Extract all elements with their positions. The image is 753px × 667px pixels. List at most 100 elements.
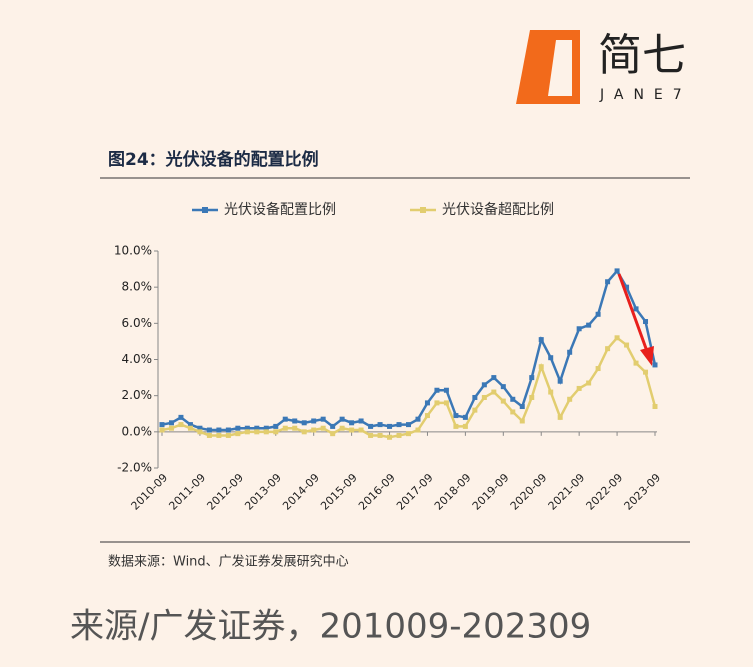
point	[282, 425, 288, 431]
x-tick-label: 2019-09	[470, 471, 512, 513]
point	[576, 326, 582, 332]
point	[529, 375, 535, 381]
y-tick-label: 4.0%	[122, 352, 153, 366]
point	[557, 378, 563, 384]
x-tick-label: 2011-09	[166, 471, 208, 513]
legend-label: 光伏设备配置比例	[224, 201, 336, 218]
caption: 来源/广发证券，201009-202309	[70, 607, 591, 647]
x-tick-label: 2023-09	[622, 471, 664, 513]
point	[339, 416, 345, 422]
source: 数据来源：Wind、广发证券发展研究中心	[108, 554, 349, 570]
point	[406, 431, 411, 437]
point	[538, 364, 544, 370]
point	[216, 427, 222, 433]
x-tick-label: 2013-09	[242, 471, 284, 513]
point	[244, 429, 250, 435]
point	[273, 429, 279, 435]
point	[197, 429, 203, 435]
point	[377, 422, 383, 428]
point	[206, 427, 212, 433]
point	[510, 409, 516, 415]
x-tick-label: 2018-09	[432, 471, 474, 513]
point	[368, 423, 374, 429]
point	[415, 427, 421, 433]
y-tick-label: -2.0%	[117, 461, 152, 475]
x-tick-label: 2010-09	[129, 471, 171, 513]
point	[358, 427, 364, 433]
point	[443, 387, 449, 393]
point	[292, 425, 298, 431]
point	[320, 416, 326, 422]
point	[586, 322, 592, 328]
point	[643, 319, 649, 325]
point	[548, 355, 554, 361]
point	[491, 389, 497, 395]
legend-label: 光伏设备超配比例	[442, 201, 554, 218]
point	[349, 427, 355, 433]
point	[263, 425, 269, 431]
x-tick-label: 2020-09	[508, 471, 550, 513]
point	[206, 432, 212, 438]
point	[282, 416, 288, 422]
point	[197, 425, 203, 431]
point	[235, 425, 241, 431]
point	[624, 284, 630, 290]
x-tick-label: 2021-09	[546, 471, 588, 513]
point	[443, 400, 449, 406]
point	[576, 385, 582, 391]
point	[187, 425, 193, 431]
point	[178, 414, 184, 420]
logo: 简七 JANE7	[516, 30, 692, 104]
point	[595, 366, 601, 372]
point	[225, 427, 231, 433]
point	[301, 429, 307, 435]
point	[387, 423, 393, 429]
point	[472, 407, 478, 413]
point	[368, 432, 374, 438]
point	[633, 360, 639, 366]
point	[424, 400, 430, 406]
logo-sub: JANE7	[599, 87, 692, 103]
point	[330, 431, 336, 437]
point	[415, 416, 421, 422]
point	[481, 394, 487, 400]
point	[225, 432, 231, 438]
point	[586, 380, 592, 386]
x-tick-label: 2016-09	[356, 471, 398, 513]
point	[168, 425, 174, 431]
point	[168, 420, 174, 426]
x-tick-label: 2012-09	[204, 471, 246, 513]
point	[624, 342, 630, 348]
point	[614, 335, 620, 341]
point	[330, 423, 336, 429]
y-tick-label: 10.0%	[114, 244, 152, 258]
x-tick-label: 2022-09	[584, 471, 626, 513]
point	[500, 384, 506, 390]
point	[311, 418, 317, 424]
point	[557, 414, 563, 420]
y-tick-label: 8.0%	[122, 280, 153, 294]
point	[605, 279, 611, 285]
point	[187, 422, 193, 428]
point	[548, 389, 554, 395]
point	[424, 413, 430, 419]
point	[159, 422, 165, 428]
point	[159, 427, 165, 433]
point	[273, 423, 279, 429]
point	[538, 337, 544, 343]
point	[178, 422, 184, 428]
point	[453, 423, 459, 429]
point	[481, 382, 487, 388]
y-tick-label: 6.0%	[122, 316, 153, 330]
x-tick-label: 2017-09	[394, 471, 436, 513]
point	[567, 349, 573, 355]
point	[349, 420, 355, 426]
point	[472, 394, 478, 400]
point	[652, 362, 658, 368]
point	[510, 396, 516, 402]
point	[311, 427, 317, 433]
point	[567, 396, 573, 402]
point	[358, 418, 364, 424]
point	[377, 432, 383, 438]
arrow-head	[640, 346, 654, 366]
